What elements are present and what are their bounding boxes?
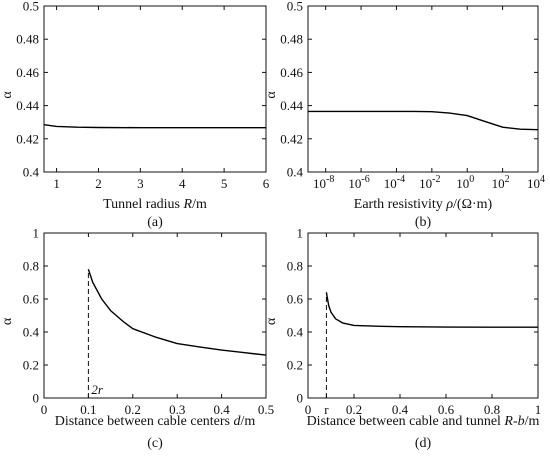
x-tick-label: 10-8: [313, 174, 334, 191]
y-tick-label: 1: [33, 226, 40, 241]
y-axis-label: α: [0, 317, 15, 325]
x-tick-label: 6: [263, 176, 270, 191]
x-tick-label: 0: [41, 402, 48, 417]
y-tick-label: 0.48: [16, 32, 39, 47]
y-tick-label: 0.4: [287, 325, 304, 340]
x-tick-label: 0.5: [258, 402, 274, 417]
x-tick-label: 1: [535, 402, 542, 417]
x-tick-label: 5: [221, 176, 228, 191]
plot-frame: [43, 5, 267, 173]
x-tick-label: 104: [527, 174, 545, 191]
x-tick-label: 10-2: [419, 174, 440, 191]
x-axis-label: Distance between cable centers d/m: [55, 414, 256, 429]
x-tick-label: 0.2: [346, 402, 362, 417]
y-axis-label: α: [0, 91, 15, 99]
x-tick-label: 0.2: [125, 402, 141, 417]
y-tick-label: 0.46: [16, 65, 39, 80]
x-tick-label: 0.6: [438, 402, 455, 417]
y-tick-label: 0.42: [16, 131, 39, 146]
y-tick-label: 0.46: [280, 65, 303, 80]
y-tick-label: 0.48: [280, 32, 303, 47]
series-line: [308, 110, 539, 131]
panel-caption: (d): [415, 436, 432, 451]
y-tick-label: 0.42: [280, 131, 303, 146]
y-tick-label: 0.4: [23, 325, 40, 340]
x-tick-label: 100: [456, 174, 474, 191]
annotation-label: 2r: [91, 382, 104, 397]
plot-frame: [307, 5, 539, 173]
x-tick-label: 1: [53, 176, 60, 191]
y-axis-label: α: [264, 317, 279, 325]
y-tick-label: 0.5: [23, 0, 39, 14]
x-tick-label: 10-4: [384, 174, 405, 191]
x-tick-label: 0.8: [484, 402, 500, 417]
x-tick-label: 0.1: [80, 402, 96, 417]
panel-c: 0 0.1 0.2 0.3 0.4 0.5 0 0.2 0.4 0.6 0.8 1 α Distance …: [0, 226, 274, 452]
panel-caption: (b): [415, 215, 432, 230]
y-tick-label: 0: [33, 391, 40, 406]
series-line: [43, 124, 266, 129]
x-axis-label: Tunnel radius R/m: [103, 197, 207, 212]
panel-caption: (c): [147, 436, 163, 451]
x-tick-label: 2: [95, 176, 102, 191]
x-tick-label: 4: [179, 176, 186, 191]
y-tick-label: 0.5: [287, 0, 303, 14]
panel-caption: (a): [147, 215, 163, 230]
x-tick-label: 10-6: [348, 174, 369, 191]
y-tick-label: 0.4: [287, 165, 304, 180]
y-tick-label: 0.2: [23, 358, 39, 373]
plot-frame: [307, 232, 539, 399]
y-tick-label: 0.8: [23, 259, 39, 274]
x-axis-label: Earth resistivity ρ/(Ω·m): [354, 197, 493, 212]
y-tick-label: 0.6: [23, 292, 40, 307]
series-line: [87, 269, 267, 356]
x-tick-label: 102: [492, 174, 510, 191]
series-line: [325, 292, 538, 328]
y-tick-label: 0.8: [287, 259, 303, 274]
y-tick-label: 0: [297, 391, 304, 406]
y-tick-label: 0.6: [287, 292, 304, 307]
x-tick-label: 0.3: [169, 402, 185, 417]
x-tick-label: 0.4: [213, 402, 230, 417]
y-tick-label: 1: [297, 226, 304, 241]
panel-b: 10-8 10-6 10-4 10-2 100 102 104 0.4 0.42 0.44 0.46…: [264, 0, 545, 230]
y-tick-label: 0.44: [16, 98, 39, 113]
plot-frame: [43, 232, 267, 399]
x-axis-label: Distance between cable and tunnel R-b/m: [307, 414, 540, 429]
y-axis-label: α: [264, 91, 279, 99]
x-tick-label: 0: [305, 402, 312, 417]
x-tick-label: r: [324, 402, 329, 417]
y-tick-label: 0.44: [280, 98, 303, 113]
x-tick-label: 0.4: [392, 402, 409, 417]
x-tick-label: 3: [137, 176, 144, 191]
y-tick-label: 0.4: [23, 165, 40, 180]
panel-a: 1 2 3 4 5 6 0.4 0.42 0.44 0.46 0.48 0.5 α Tunnel radi…: [0, 0, 270, 230]
y-tick-label: 0.2: [287, 358, 303, 373]
